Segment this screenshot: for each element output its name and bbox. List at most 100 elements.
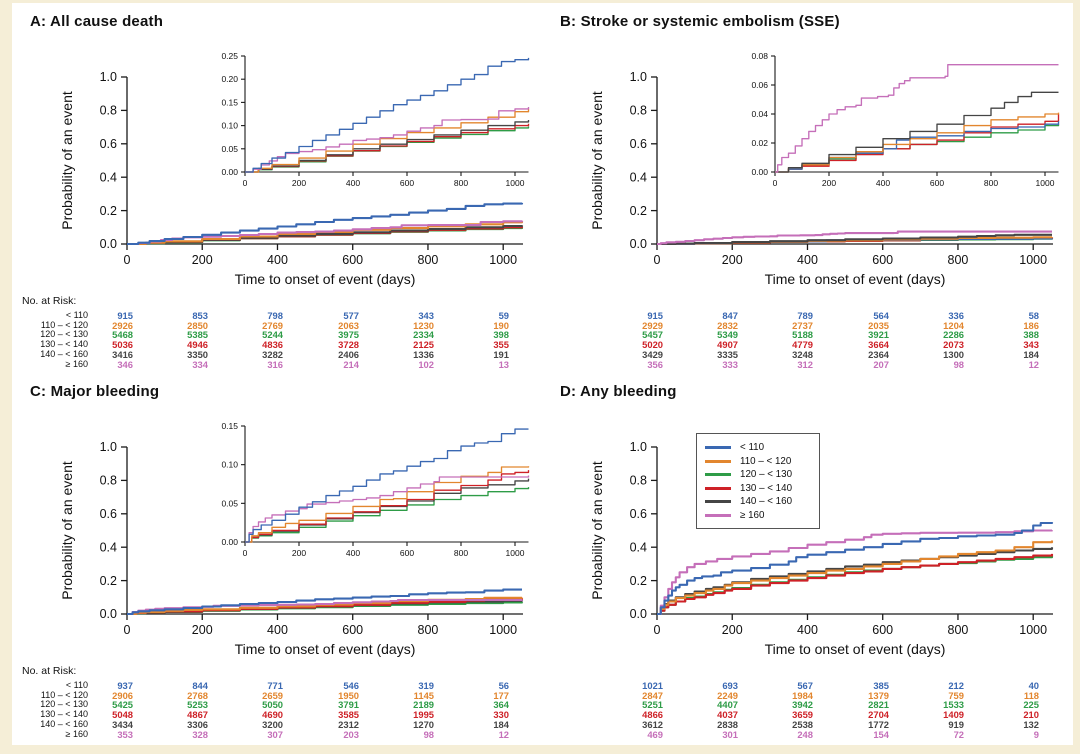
risk-value: 2768 <box>187 689 208 701</box>
risk-value: 4836 <box>262 339 283 351</box>
risk-value: 4690 <box>262 709 283 721</box>
risk-value: 469 <box>647 728 663 740</box>
y-tick-label: 0.8 <box>630 474 647 488</box>
km-curve-main <box>127 202 524 246</box>
y-axis-title: Probability of an event <box>59 461 75 600</box>
risk-value: 5020 <box>642 339 663 351</box>
risk-value: 1995 <box>413 709 434 721</box>
risk-row: 140 – < 160 3434 3306 3200 2312 1270 184 <box>16 718 542 730</box>
risk-value: 567 <box>797 680 813 691</box>
x-tick-label: 600 <box>872 253 893 267</box>
risk-value: 98 <box>953 358 964 370</box>
risk-value: 1145 <box>413 689 434 701</box>
risk-row: 5457 5349 5188 3921 2286 388 <box>546 329 1072 341</box>
risk-value: 5251 <box>642 699 663 711</box>
risk-value: 2847 <box>642 689 663 701</box>
x-tick-label: 600 <box>872 623 893 637</box>
x-axis-title: Time to onset of event (days) <box>765 271 946 287</box>
risk-value: 5048 <box>112 709 133 721</box>
km-curve-main <box>657 230 1052 246</box>
inset-x-tick-label: 400 <box>346 178 360 188</box>
y-tick-label: 0.6 <box>100 507 117 521</box>
risk-value: 693 <box>722 680 738 691</box>
risk-value: 3664 <box>868 339 889 351</box>
risk-value: 5050 <box>262 699 283 711</box>
inset-x-tick-label: 1000 <box>506 178 525 188</box>
risk-value: 2406 <box>338 348 359 360</box>
km-curve-inset <box>245 466 530 543</box>
risk-value: 2063 <box>338 319 359 331</box>
km-curve-main <box>657 521 1054 616</box>
km-curve-main <box>657 555 1054 616</box>
inset-x-tick-label: 200 <box>292 548 306 558</box>
y-tick-label: 0.4 <box>630 540 647 554</box>
risk-value: 937 <box>117 680 133 691</box>
panel-c-title: C: Major bleeding <box>30 383 160 400</box>
inset-y-tick-label: 0.06 <box>751 80 768 90</box>
y-tick-label: 1.0 <box>630 440 647 454</box>
risk-value: 343 <box>1023 339 1039 351</box>
risk-value: 3659 <box>792 709 813 721</box>
inset-y-tick-label: 0.08 <box>751 51 768 61</box>
panel-any-bleeding: 0.0 0.2 0.4 0.6 0.8 1.0 0 200 400 600 800 1000 Time … <box>546 377 1072 745</box>
x-tick-label: 0 <box>124 623 131 637</box>
risk-value: 577 <box>343 310 359 321</box>
legend-label: < 110 <box>740 442 765 454</box>
risk-row-label: 140 – < 160 <box>40 718 88 729</box>
risk-value: 2312 <box>338 718 359 730</box>
risk-value: 4866 <box>642 709 663 721</box>
inset-y-tick-label: 0.05 <box>221 498 238 508</box>
risk-value: 186 <box>1023 319 1039 331</box>
risk-value: 330 <box>493 709 509 721</box>
x-tick-label: 200 <box>192 253 213 267</box>
risk-value: 1021 <box>642 680 663 691</box>
x-tick-label: 800 <box>948 623 969 637</box>
risk-value: 102 <box>418 358 434 370</box>
legend-swatch <box>705 500 731 504</box>
y-axis-title: Probability of an event <box>589 461 605 600</box>
risk-value: 3612 <box>642 718 663 730</box>
risk-value: 5457 <box>642 329 663 341</box>
risk-value: 4946 <box>187 339 208 351</box>
risk-value: 398 <box>493 329 509 341</box>
panel-a-risk-table: No. at Risk: < 110 915 853 798 577 343 59 110 –… <box>16 295 542 375</box>
inset-x-tick-label: 800 <box>454 178 468 188</box>
risk-value: 2926 <box>112 319 133 331</box>
x-tick-label: 0 <box>654 253 661 267</box>
risk-row-label: 140 – < 160 <box>40 348 88 359</box>
risk-row: 3429 3335 3248 2364 1300 184 <box>546 349 1072 360</box>
km-curve-inset <box>245 428 529 543</box>
x-tick-label: 1000 <box>1019 253 1047 267</box>
risk-value: 3791 <box>338 699 359 711</box>
risk-value: 214 <box>343 358 359 370</box>
y-tick-label: 0.2 <box>630 204 647 218</box>
risk-value: 853 <box>192 310 208 321</box>
y-tick-label: 1.0 <box>100 440 117 454</box>
risk-row-label: < 110 <box>65 680 88 690</box>
risk-value: 3434 <box>112 718 133 730</box>
legend-item: 130 – < 140 <box>705 482 811 496</box>
risk-value: 3350 <box>187 348 208 360</box>
legend-item: 140 – < 160 <box>705 495 811 509</box>
risk-value: 210 <box>1023 709 1039 721</box>
x-tick-label: 200 <box>722 623 743 637</box>
x-tick-label: 400 <box>267 253 288 267</box>
risk-value: 1270 <box>413 718 434 730</box>
km-curve-inset <box>775 91 1059 173</box>
risk-row: 3612 2838 2538 1772 919 132 <box>546 718 1072 730</box>
inset-y-tick-label: 0.15 <box>221 97 238 107</box>
legend-swatch <box>705 513 731 517</box>
risk-value: 3728 <box>338 339 359 351</box>
km-curve-main <box>657 547 1054 616</box>
risk-row: 130 – < 140 5036 4946 4836 3728 2125 355 <box>16 339 542 351</box>
km-curve-inset <box>245 57 530 173</box>
risk-value: 353 <box>117 728 133 740</box>
panel-d-plot: 0.0 0.2 0.4 0.6 0.8 1.0 0 200 400 600 800 1000 Time … <box>589 440 1054 657</box>
risk-value: 1336 <box>413 348 434 360</box>
panel-all-cause-death: 0.0 0.2 0.4 0.6 0.8 1.0 0 200 400 600 800 1000 Time … <box>16 7 542 375</box>
risk-value: 177 <box>493 689 509 701</box>
risk-value: 844 <box>192 680 208 691</box>
legend-item: ≥ 160 <box>705 509 811 523</box>
risk-value: 40 <box>1028 680 1039 691</box>
inset-x-tick-label: 800 <box>984 178 998 188</box>
